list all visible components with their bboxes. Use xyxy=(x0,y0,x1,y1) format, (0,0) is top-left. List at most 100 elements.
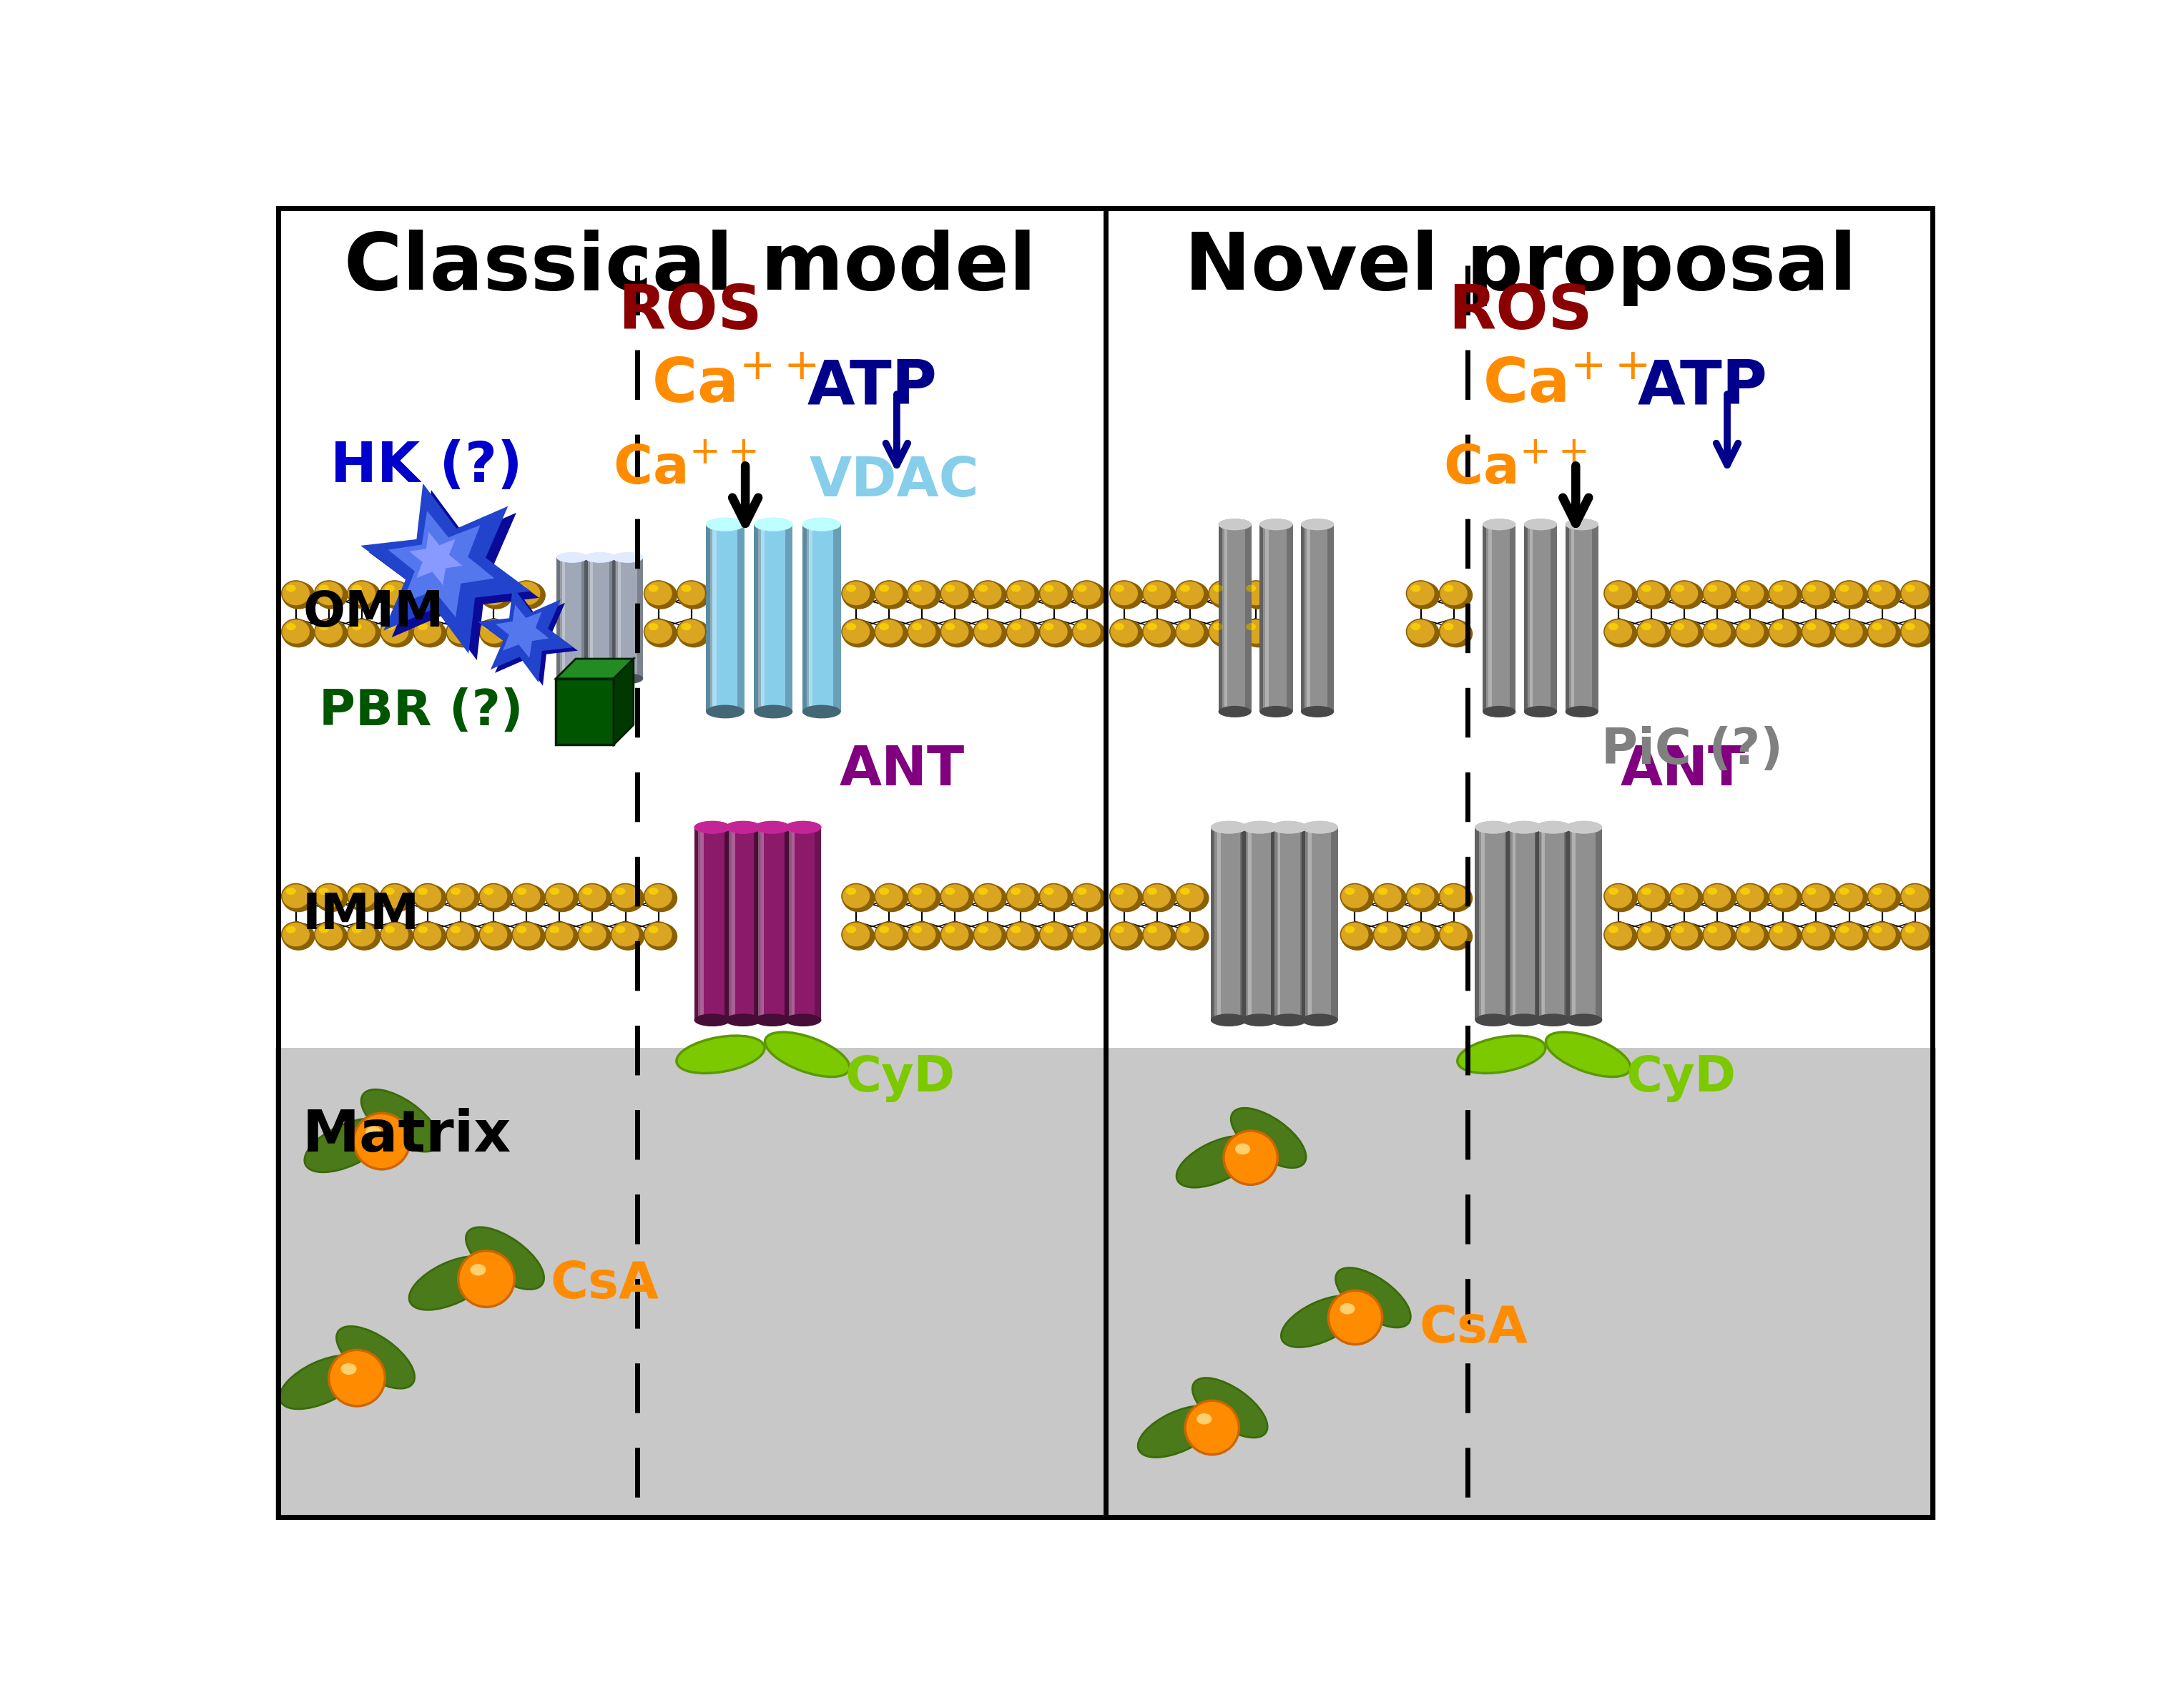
Ellipse shape xyxy=(1439,922,1469,948)
Text: VDAC: VDAC xyxy=(809,454,979,507)
Ellipse shape xyxy=(1143,885,1176,912)
Ellipse shape xyxy=(1506,1013,1542,1027)
Ellipse shape xyxy=(319,584,328,593)
Ellipse shape xyxy=(1044,888,1055,895)
Ellipse shape xyxy=(414,885,446,912)
Ellipse shape xyxy=(1536,1013,1570,1027)
Ellipse shape xyxy=(1111,620,1143,647)
Ellipse shape xyxy=(1111,581,1143,610)
Ellipse shape xyxy=(384,926,395,933)
Ellipse shape xyxy=(578,883,606,909)
Ellipse shape xyxy=(1143,620,1176,647)
Ellipse shape xyxy=(846,926,856,933)
Ellipse shape xyxy=(1670,885,1704,912)
Ellipse shape xyxy=(319,926,328,933)
Text: Matrix: Matrix xyxy=(302,1108,511,1163)
Ellipse shape xyxy=(973,922,1003,948)
FancyBboxPatch shape xyxy=(1482,524,1516,712)
Ellipse shape xyxy=(1704,581,1736,610)
Ellipse shape xyxy=(615,926,626,933)
Text: OMM: OMM xyxy=(302,589,444,637)
Ellipse shape xyxy=(1708,623,1717,630)
Ellipse shape xyxy=(755,822,789,834)
FancyBboxPatch shape xyxy=(1570,827,1577,1020)
Ellipse shape xyxy=(802,518,841,531)
Ellipse shape xyxy=(347,922,375,948)
Ellipse shape xyxy=(1197,1413,1212,1424)
Ellipse shape xyxy=(1012,623,1020,630)
Ellipse shape xyxy=(1605,885,1637,912)
Ellipse shape xyxy=(1670,581,1700,606)
Ellipse shape xyxy=(1072,581,1100,606)
Ellipse shape xyxy=(384,888,395,895)
Ellipse shape xyxy=(1040,618,1068,644)
Ellipse shape xyxy=(1219,705,1251,717)
FancyBboxPatch shape xyxy=(755,524,792,712)
Ellipse shape xyxy=(1905,623,1915,630)
Ellipse shape xyxy=(1411,584,1421,593)
Ellipse shape xyxy=(1342,885,1374,912)
Ellipse shape xyxy=(912,926,921,933)
Ellipse shape xyxy=(382,885,414,912)
Ellipse shape xyxy=(1148,888,1156,895)
Ellipse shape xyxy=(1805,623,1816,630)
Ellipse shape xyxy=(1242,822,1277,834)
Ellipse shape xyxy=(846,888,856,895)
Ellipse shape xyxy=(1641,623,1652,630)
FancyBboxPatch shape xyxy=(1219,524,1225,712)
Ellipse shape xyxy=(466,1226,544,1290)
Ellipse shape xyxy=(1176,581,1204,606)
Ellipse shape xyxy=(1769,885,1803,912)
Ellipse shape xyxy=(1872,888,1883,895)
Ellipse shape xyxy=(1281,1296,1361,1348)
Ellipse shape xyxy=(1040,922,1072,950)
FancyBboxPatch shape xyxy=(1270,827,1277,1020)
Ellipse shape xyxy=(1475,1013,1512,1027)
Ellipse shape xyxy=(1900,581,1935,610)
Ellipse shape xyxy=(876,581,908,610)
Ellipse shape xyxy=(841,581,871,606)
Ellipse shape xyxy=(1210,822,1247,834)
Ellipse shape xyxy=(1072,922,1100,948)
FancyBboxPatch shape xyxy=(1596,827,1603,1020)
Ellipse shape xyxy=(1637,922,1670,950)
Ellipse shape xyxy=(645,883,673,909)
Ellipse shape xyxy=(1335,1267,1411,1327)
Ellipse shape xyxy=(1704,581,1732,606)
Ellipse shape xyxy=(1176,620,1210,647)
FancyBboxPatch shape xyxy=(1536,827,1542,1020)
Ellipse shape xyxy=(319,623,328,630)
Ellipse shape xyxy=(1180,926,1191,933)
FancyBboxPatch shape xyxy=(710,524,716,712)
Ellipse shape xyxy=(1536,822,1570,834)
FancyBboxPatch shape xyxy=(1305,827,1311,1020)
FancyBboxPatch shape xyxy=(1301,524,1333,712)
Ellipse shape xyxy=(513,922,546,950)
Ellipse shape xyxy=(1406,922,1434,948)
Ellipse shape xyxy=(1072,885,1107,912)
Ellipse shape xyxy=(418,584,427,593)
FancyBboxPatch shape xyxy=(613,557,643,678)
Ellipse shape xyxy=(975,885,1007,912)
FancyBboxPatch shape xyxy=(785,827,822,1020)
Ellipse shape xyxy=(1012,926,1020,933)
Ellipse shape xyxy=(1704,885,1736,912)
Ellipse shape xyxy=(1378,888,1387,895)
Ellipse shape xyxy=(1769,922,1797,948)
Text: Ca$^{++}$: Ca$^{++}$ xyxy=(613,442,757,495)
Ellipse shape xyxy=(975,581,1007,610)
FancyBboxPatch shape xyxy=(1210,827,1217,1020)
Ellipse shape xyxy=(1406,581,1434,606)
Ellipse shape xyxy=(1736,883,1764,909)
Ellipse shape xyxy=(912,888,921,895)
Ellipse shape xyxy=(380,883,410,909)
FancyBboxPatch shape xyxy=(557,557,563,678)
FancyBboxPatch shape xyxy=(783,827,789,1020)
Ellipse shape xyxy=(1072,620,1107,647)
Ellipse shape xyxy=(384,584,395,593)
Ellipse shape xyxy=(908,885,940,912)
Ellipse shape xyxy=(1609,623,1618,630)
FancyBboxPatch shape xyxy=(1275,827,1281,1020)
Ellipse shape xyxy=(1406,922,1439,950)
Ellipse shape xyxy=(1836,581,1864,606)
